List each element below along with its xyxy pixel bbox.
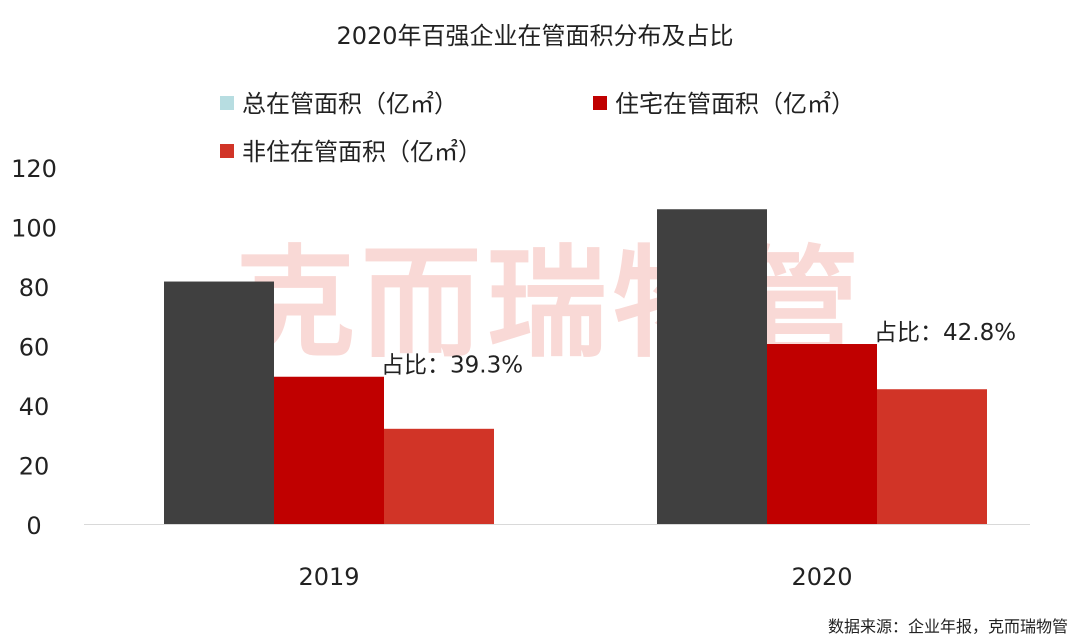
y-tick-label: 100	[11, 215, 57, 243]
y-tick-label: 40	[19, 393, 50, 421]
bar-2020-series-3	[877, 389, 987, 524]
y-tick-label: 80	[19, 274, 50, 302]
legend-marker	[220, 96, 234, 110]
y-tick-label: 120	[11, 155, 57, 183]
share-annotation: 占比：42.8%	[874, 320, 1016, 346]
y-axis: 0 20 40 60 80 100 120	[11, 155, 57, 540]
legend-label: 非住在管面积（亿㎡）	[242, 138, 482, 166]
share-annotation: 占比：39.3%	[381, 353, 523, 379]
bars	[164, 209, 987, 524]
bar-2020-series-1	[657, 209, 767, 524]
y-tick-label: 20	[19, 453, 50, 481]
bar-2019-series-2	[274, 376, 384, 524]
legend: 总在管面积（亿㎡） 住宅在管面积（亿㎡） 非住在管面积（亿㎡）	[220, 90, 855, 166]
x-tick-label: 2019	[298, 563, 359, 591]
bar-2019-series-3	[384, 428, 494, 524]
y-tick-label: 60	[19, 334, 50, 362]
annotations: 占比：39.3% 占比：42.8%	[381, 320, 1016, 379]
y-tick-label: 0	[26, 512, 41, 540]
bar-2020-series-2	[767, 344, 877, 524]
chart-title: 2020年百强企业在管面积分布及占比	[336, 22, 733, 50]
x-tick-label: 2020	[791, 563, 852, 591]
legend-label: 住宅在管面积（亿㎡）	[615, 90, 855, 118]
legend-marker	[220, 144, 234, 158]
legend-label: 总在管面积（亿㎡）	[242, 90, 458, 118]
legend-marker	[593, 96, 607, 110]
x-axis: 2019 2020	[84, 524, 1030, 591]
source-note: 数据来源：企业年报，克而瑞物管	[828, 617, 1068, 636]
bar-2019-series-1	[164, 281, 274, 524]
